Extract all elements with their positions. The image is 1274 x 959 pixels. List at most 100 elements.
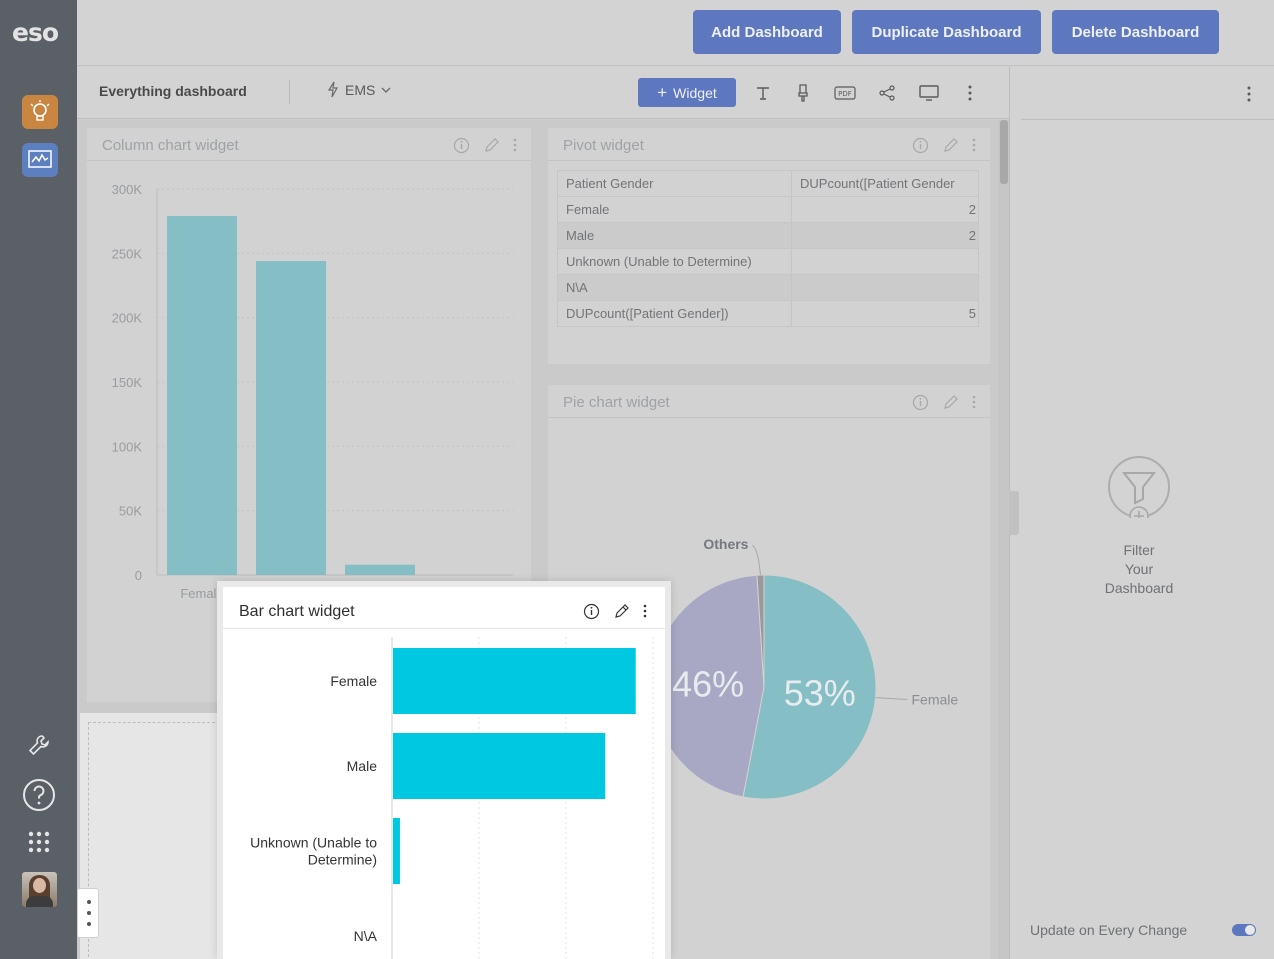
y-tick-label: 100K [112,439,143,454]
dashboards-app-button[interactable] [22,143,58,177]
pivot-row: Female 2 [557,196,979,223]
monitor-icon [919,85,939,101]
dashboard-toolbar: Everything dashboard EMS + Widget PDF [77,67,1009,119]
canvas-scrollbar[interactable] [998,120,1009,959]
more-vertical-icon[interactable] [1247,86,1251,102]
pdf-icon: PDF [834,86,856,100]
pivot-cell: Female [557,196,792,223]
filter-empty-text: Filter Your Dashboard [1070,541,1208,598]
y-tick-label: 300K [112,182,143,197]
update-every-change-label: Update on Every Change [1030,922,1188,938]
add-dashboard-button[interactable]: Add Dashboard [693,10,841,54]
widget-drop-zone [80,713,225,959]
y-tick-label: 50K [119,504,142,519]
more-vertical-icon[interactable] [972,137,976,153]
widget-header-divider [223,628,665,629]
user-avatar[interactable] [22,872,57,907]
insights-app-button[interactable] [22,95,58,129]
y-tick-label: 150K [112,375,143,390]
info-icon[interactable] [453,137,470,154]
edit-icon[interactable] [483,137,500,154]
more-vertical-icon[interactable] [513,137,517,153]
help-button[interactable] [22,778,56,812]
x-tick-label: Female [180,586,223,601]
widget-header [548,128,990,161]
canvas-scroll-thumb[interactable] [1000,120,1008,184]
lightbulb-icon [30,100,50,121]
bar [393,818,400,884]
export-pdf-button[interactable]: PDF [833,81,857,105]
pivot-cell: N\A [557,274,792,301]
edit-icon[interactable] [942,137,959,154]
y-tick-label: 250K [112,246,143,261]
column-bar [345,564,415,575]
more-vertical-icon[interactable] [972,394,976,410]
add-widget-button[interactable]: + Widget [638,78,736,107]
pie-slice [742,574,877,800]
more-vertical-icon [968,85,972,101]
design-button[interactable] [791,81,815,105]
widget-title: Bar chart widget [239,603,355,620]
chevron-down-icon [381,87,391,93]
y-tick-label: 200K [112,311,143,326]
duplicate-dashboard-button[interactable]: Duplicate Dashboard [852,10,1041,54]
edit-icon[interactable] [613,603,630,620]
pie-chart: 53% Female 46% Others [651,536,959,800]
add-widget-label: Widget [673,84,717,101]
monitor-chart-icon [28,150,52,168]
wrench-button[interactable] [22,728,56,762]
share-icon [879,85,895,101]
svg-text:PDF: PDF [838,90,852,98]
panel-collapse-handle[interactable] [1009,491,1019,535]
pivot-widget: Pivot widget Patient Gender DUPcount([Pa… [548,128,990,364]
more-vertical-icon[interactable] [643,603,647,619]
pivot-cell: DUPcount([Patient Gender]) [557,300,792,327]
pie-leader-line [875,697,908,701]
lightning-icon [327,81,339,98]
category-label: N\A [354,928,378,944]
grid-icon [28,831,50,853]
drag-handle[interactable] [77,888,99,938]
pivot-header-row: Patient Gender DUPcount([Patient Gender [557,170,979,197]
pivot-cell: Male [557,222,792,249]
widget-title: Column chart widget [102,137,239,154]
pivot-table: Patient Gender DUPcount([Patient Gender … [557,170,979,327]
info-icon[interactable] [912,137,929,154]
category-label: Male [347,758,378,774]
column-bar [256,261,326,575]
dashboard-menu-button[interactable] [958,81,982,105]
pivot-header-cell: DUPcount([Patient Gender [791,170,979,197]
pivot-row: Male 2 [557,222,979,249]
edit-icon[interactable] [942,394,959,411]
info-icon[interactable] [583,603,600,620]
pivot-cell: Unknown (Unable to Determine) [557,248,792,275]
filter-text-line: Dashboard [1104,580,1174,596]
app-grid-button[interactable] [22,825,56,859]
filter-text-line: Filter [1123,542,1155,558]
text-tool-button[interactable] [751,81,775,105]
datasource-selector[interactable]: EMS [327,81,391,98]
panel-divider [1021,119,1274,120]
category-label: Unknown (Unable to [250,835,377,851]
update-every-change-toggle[interactable] [1232,924,1256,936]
present-button[interactable] [917,81,941,105]
widget-title: Pivot widget [563,137,644,154]
share-button[interactable] [875,81,899,105]
delete-dashboard-button[interactable]: Delete Dashboard [1052,10,1219,54]
pie-leader-line [752,544,761,576]
widget-header [548,385,990,418]
pivot-cell: 2 [791,222,979,249]
datasource-label: EMS [345,81,376,98]
text-icon [757,87,769,100]
pie-slice-label: Female [912,692,959,708]
pivot-cell [791,248,979,275]
filter-text-line: Your [1124,561,1154,577]
pivot-row: DUPcount([Patient Gender]) 5 [557,300,979,327]
brush-icon [798,84,808,102]
filter-add-button[interactable] [1108,456,1170,518]
column-bar [167,216,237,575]
pivot-header-cell: Patient Gender [557,170,792,197]
info-icon[interactable] [912,394,929,411]
bar-chart-widget[interactable]: Bar chart widget Female Male Unknown (Unab… [217,581,671,959]
